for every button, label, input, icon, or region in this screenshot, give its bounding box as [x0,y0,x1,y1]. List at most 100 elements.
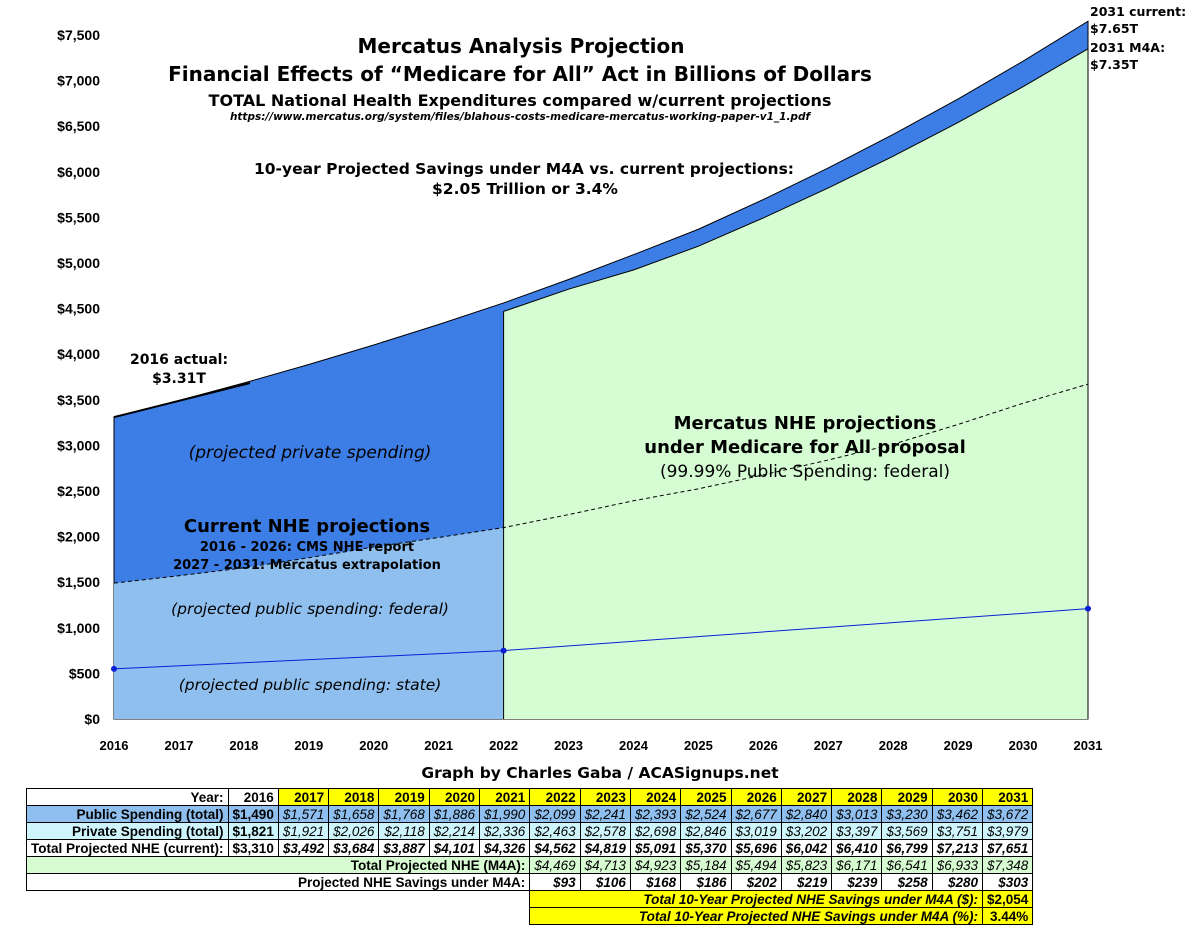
total-savings-dollars-label: Total 10-Year Projected NHE Savings unde… [529,890,983,908]
table-cell: $2,118 [378,822,430,840]
table-cell: $3,019 [730,822,782,840]
table-cell: $3,887 [378,839,430,857]
table-cell: $4,101 [428,839,481,857]
table-cell: $1,990 [479,805,531,823]
state-spending-label: (projected public spending: state) [178,676,442,694]
x-tick-label: 2026 [749,738,778,753]
table-cell: $3,751 [931,822,983,840]
m4a-area [503,48,1089,719]
year-cell: 2031 [981,788,1034,806]
year-cell: 2026 [730,788,782,806]
table-cell: $1,768 [378,805,430,823]
m4a-total-line [503,48,1089,312]
savings-label: Projected NHE Savings under M4A: [25,873,531,891]
x-tick-label: 2020 [359,738,388,753]
year-cell: 2025 [680,788,732,806]
state-spending-point [500,647,507,654]
table-cell: $7,213 [931,839,983,857]
table-cell: $5,091 [629,839,682,857]
table-cell: $3,492 [277,839,330,857]
actual-2016-label-line1: 2016 actual: [129,352,229,368]
public-spending-row: Public Spending (total) $1,490 $1,571 $1… [26,805,1034,823]
y-tick-label: $4,000 [57,346,100,362]
x-tick-label: 2029 [944,738,973,753]
federal-spending-label: (projected public spending: federal) [171,600,449,618]
total-savings-dollars-value: $2,054 [981,890,1034,908]
table-cell: $106 [579,873,631,891]
y-tick-label: $3,000 [57,437,100,453]
year-row-label: Year: [26,788,229,806]
x-tick-label: 2023 [554,738,583,753]
table-cell: $186 [680,873,732,891]
table-cell: $219 [780,873,833,891]
savings-row: Projected NHE Savings under M4A: $93 $10… [25,873,1034,891]
table-cell: $202 [730,873,782,891]
y-tick-label: $0 [84,711,100,727]
state-spending-point [1085,605,1091,612]
x-tick-label: 2019 [294,738,323,753]
table-cell: $4,713 [579,856,631,874]
table-cell: $2,677 [730,805,782,823]
y-tick-label: $1,500 [57,574,100,590]
table-cell: $2,241 [579,805,631,823]
table-cell: $3,684 [328,839,380,857]
y-tick-label: $7,500 [57,27,100,43]
table-cell: $2,214 [428,822,481,840]
y-tick-label: $1,000 [57,620,100,636]
private-spending-row: Private Spending (total) $1,821 $1,921 $… [26,822,1034,840]
table-cell: $6,171 [831,856,883,874]
table-cell: $1,658 [328,805,380,823]
table-cell: $2,026 [328,822,380,840]
table-cell: $7,348 [981,856,1034,874]
table-cell: $1,821 [227,822,279,840]
actual-2016-pointer [113,382,251,419]
table-cell: $2,698 [629,822,682,840]
year-cell: 2018 [328,788,380,806]
year-cell: 2024 [629,788,682,806]
x-tick-label: 2030 [1009,738,1038,753]
year-cell: 2019 [378,788,430,806]
year-cell: 2022 [529,788,581,806]
table-cell: $4,562 [529,839,581,857]
year-cell: 2021 [479,788,531,806]
current-nhe-label-line1: Current NHE projections [183,516,431,537]
x-tick-label: 2031 [1074,738,1103,753]
table-cell: $5,823 [780,856,833,874]
year-cell: 2023 [579,788,631,806]
table-cell: $5,494 [730,856,782,874]
table-cell: $3,672 [981,805,1034,823]
table-cell: $3,230 [881,805,933,823]
chart-title-line3: TOTAL National Health Expenditures compa… [208,91,832,110]
year-cell: 2017 [277,788,330,806]
table-cell: $6,799 [881,839,933,857]
table-cell: $3,013 [831,805,883,823]
x-tick-label: 2027 [814,738,843,753]
total-m4a-label: Total Projected NHE (M4A): [25,856,531,874]
public-spending-label: Public Spending (total) [26,805,229,823]
year-cell: 2030 [931,788,983,806]
y-tick-label: $3,500 [57,392,100,408]
table-cell: $2,099 [529,805,581,823]
table-cell: $2,393 [629,805,682,823]
chart-title-line1: Mercatus Analysis Projection [357,34,685,58]
nhe-data-table: Year: 2016 2017 2018 2019 2020 2021 2022… [25,788,1034,925]
table-cell: $2,524 [680,805,732,823]
total-savings-percent-value: 3.44% [981,907,1034,925]
year-cell: 2020 [428,788,481,806]
table-cell: $1,886 [428,805,481,823]
private-spending-label: Private Spending (total) [26,822,229,840]
x-tick-label: 2024 [619,738,649,753]
table-cell: $2,336 [479,822,531,840]
savings-annotation-line1: 10-year Projected Savings under M4A vs. … [244,160,804,178]
table-cell: $2,463 [529,822,581,840]
total-current-label: Total Projected NHE (current): [26,839,229,857]
year-cell: 2016 [227,788,279,806]
y-tick-label: $6,000 [57,164,100,180]
x-tick-label: 2028 [879,738,908,753]
x-tick-label: 2016 [100,738,129,753]
m4a-label-line2: under Medicare for All proposal [644,437,966,458]
year-cell: 2028 [831,788,883,806]
table-cell: $280 [931,873,983,891]
table-cell: $7,651 [981,839,1034,857]
y-tick-label: $2,500 [57,483,100,499]
